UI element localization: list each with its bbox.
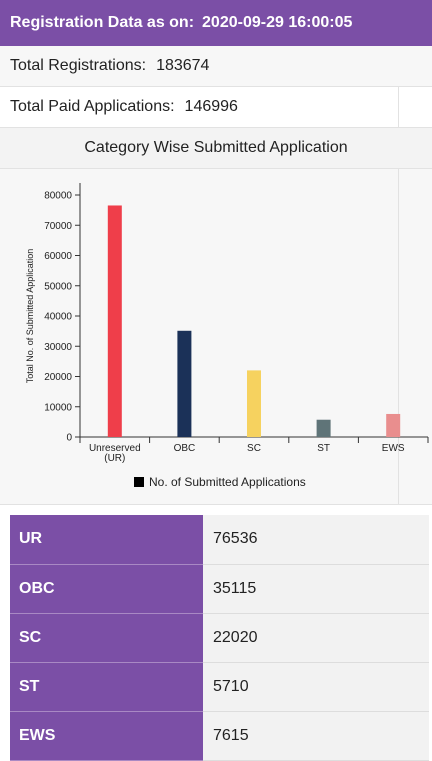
- total-registrations-row: Total Registrations: 183674: [0, 46, 432, 87]
- table-row: EWS 7615: [10, 711, 429, 761]
- table-row: ST 5710: [10, 662, 429, 712]
- table-row: OBC 35115: [10, 564, 429, 614]
- bar-chart: 0 10000 20000 30000 40000 50000 60000 70000 8000…: [25, 183, 429, 489]
- y-tick-label: 50000: [44, 281, 72, 292]
- bar-unreserved: [107, 205, 122, 437]
- chart-container: 0 10000 20000 30000 40000 50000 60000 70000 8000…: [0, 169, 432, 505]
- chart-panel: 0 10000 20000 30000 40000 50000 60000 70000 8000…: [0, 169, 429, 505]
- y-tick-label: 0: [66, 433, 72, 444]
- category-count-cell: 76536: [203, 515, 429, 565]
- category-table: UR 76536 OBC 35115 SC 22020 ST 5710 EWS 7615: [10, 515, 429, 761]
- y-tick-label: 30000: [44, 342, 72, 353]
- total-registrations-label: Total Registrations:: [10, 57, 147, 74]
- x-category-label: (UR): [104, 453, 125, 464]
- y-tick-label: 10000: [44, 402, 72, 413]
- y-tick-label: 60000: [44, 251, 72, 262]
- category-count-cell: 5710: [203, 662, 429, 712]
- bar-st: [316, 419, 331, 437]
- total-paid-value: 146996: [184, 98, 238, 115]
- category-count-cell: 7615: [203, 711, 429, 761]
- x-category-label: Unreserved: [89, 443, 141, 454]
- y-tick-label: 80000: [44, 191, 72, 202]
- table-row: SC 22020: [10, 613, 429, 663]
- chart-section-title: Category Wise Submitted Application: [0, 128, 432, 169]
- table-row: UR 76536: [10, 515, 429, 565]
- registration-header: Registration Data as on: 2020-09-29 16:0…: [0, 0, 432, 46]
- x-category-label: OBC: [174, 443, 196, 454]
- y-tick-label: 20000: [44, 372, 72, 383]
- category-name-cell: SC: [10, 613, 203, 663]
- category-name-cell: OBC: [10, 564, 203, 614]
- legend-label: No. of Submitted Applications: [149, 475, 306, 489]
- category-name-cell: UR: [10, 515, 203, 565]
- total-registrations-value: 183674: [156, 57, 210, 74]
- x-category-label: EWS: [382, 443, 405, 454]
- header-datetime: 2020-09-29 16:00:05: [202, 14, 353, 31]
- category-count-cell: 35115: [203, 564, 429, 614]
- legend-swatch: [134, 477, 144, 487]
- category-table-wrap: UR 76536 OBC 35115 SC 22020 ST 5710 EWS 7615: [0, 505, 432, 761]
- bar-obc: [177, 330, 192, 437]
- x-category-label: ST: [317, 443, 330, 454]
- y-tick-label: 70000: [44, 221, 72, 232]
- bar-ews: [386, 413, 401, 437]
- bar-sc: [247, 370, 261, 437]
- category-name-cell: EWS: [10, 711, 203, 761]
- y-axis-title: Total No. of Submitted Application: [25, 249, 35, 384]
- category-count-cell: 22020: [203, 613, 429, 663]
- x-category-label: SC: [247, 443, 261, 454]
- total-paid-row: Total Paid Applications: 146996: [0, 87, 432, 128]
- total-paid-cell: Total Paid Applications: 146996: [0, 87, 399, 127]
- header-label: Registration Data as on:: [10, 14, 195, 31]
- total-paid-label: Total Paid Applications:: [10, 98, 175, 115]
- y-tick-label: 40000: [44, 312, 72, 323]
- category-name-cell: ST: [10, 662, 203, 712]
